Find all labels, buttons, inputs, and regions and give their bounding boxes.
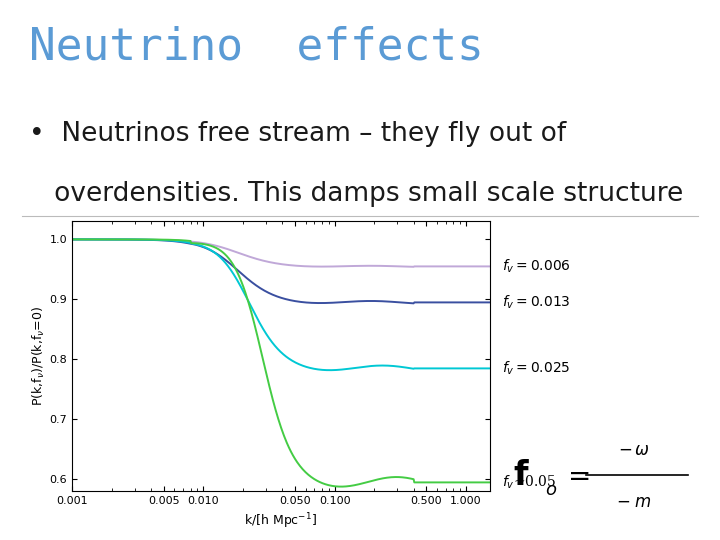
Text: $f_v=0.025$: $f_v=0.025$ (502, 360, 571, 377)
Text: $=$: $=$ (562, 461, 590, 489)
Text: $f_v$~0.05: $f_v$~0.05 (502, 474, 557, 491)
Text: $-\,\omega$: $-\,\omega$ (618, 441, 649, 459)
Y-axis label: P(k,f$_\nu$)/P(k,f$_\nu$=0): P(k,f$_\nu$)/P(k,f$_\nu$=0) (30, 306, 47, 407)
Text: $o$: $o$ (545, 481, 557, 499)
Text: $f_v=0.006$: $f_v=0.006$ (502, 258, 571, 275)
Text: $\mathbf{f}$: $\mathbf{f}$ (513, 458, 529, 492)
Text: $f_v=0.013$: $f_v=0.013$ (502, 294, 571, 311)
Text: Neutrino  effects: Neutrino effects (29, 26, 484, 69)
Text: overdensities. This damps small scale structure: overdensities. This damps small scale st… (29, 181, 683, 207)
Text: •  Neutrinos free stream – they fly out of: • Neutrinos free stream – they fly out o… (29, 121, 566, 147)
X-axis label: k/[h Mpc$^{-1}$]: k/[h Mpc$^{-1}$] (244, 512, 318, 531)
Text: $-\;m$: $-\;m$ (616, 494, 652, 511)
